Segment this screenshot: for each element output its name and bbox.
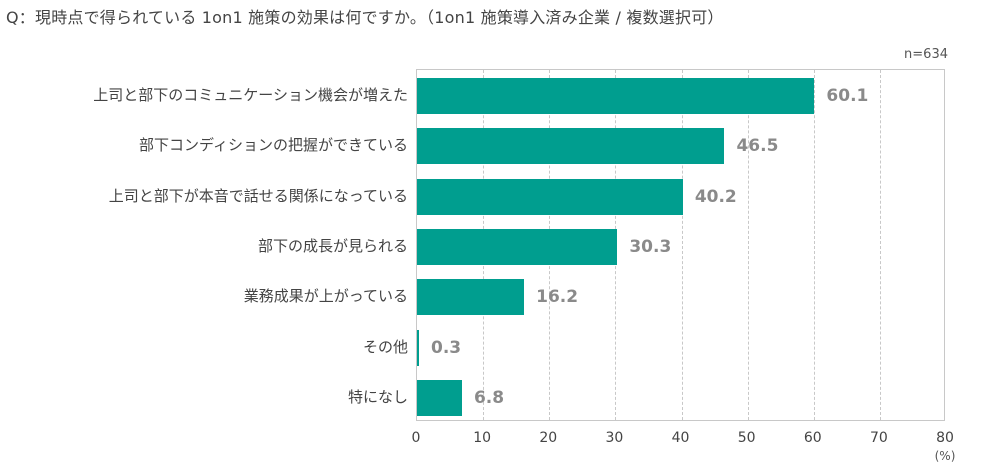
x-tick-label: 10 bbox=[473, 430, 492, 446]
bar bbox=[417, 279, 525, 315]
category-label: その他 bbox=[362, 338, 408, 356]
category-label: 業務成果が上がっている bbox=[243, 287, 408, 305]
bar-value-label: 30.3 bbox=[629, 237, 672, 257]
bar bbox=[417, 380, 462, 416]
bar bbox=[417, 128, 725, 164]
x-tick-label: 60 bbox=[803, 430, 822, 446]
bar-value-label: 40.2 bbox=[694, 187, 737, 207]
plot-area: 60.1 46.5 40.2 30.3 16.2 0.3 6.8 bbox=[416, 69, 945, 421]
category-label: 特になし bbox=[347, 388, 408, 406]
unit-label: (%) bbox=[934, 449, 956, 463]
x-tick-label: 20 bbox=[539, 430, 558, 446]
bar bbox=[417, 330, 419, 366]
x-tick-label: 80 bbox=[936, 430, 954, 446]
bar-value-label: 0.3 bbox=[431, 338, 462, 358]
category-label: 部下コンディションの把握ができている bbox=[139, 136, 408, 154]
gridline bbox=[813, 70, 815, 420]
bar-value-label: 16.2 bbox=[536, 287, 579, 307]
bar-value-label: 46.5 bbox=[736, 136, 779, 156]
bar-value-label: 6.8 bbox=[473, 388, 505, 408]
category-label: 上司と部下のコミュニケーション機会が増えた bbox=[93, 86, 408, 104]
chart-title: Q：現時点で得られている 1on1 施策の効果は何ですか。（1on1 施策導入済… bbox=[6, 8, 724, 27]
bar-value-label: 60.1 bbox=[826, 86, 869, 106]
x-tick-label: 0 bbox=[411, 430, 421, 446]
x-tick-label: 70 bbox=[869, 430, 888, 446]
gridline bbox=[879, 70, 881, 420]
category-label: 上司と部下が本音で話せる関係になっている bbox=[108, 187, 408, 205]
bar bbox=[417, 179, 683, 215]
category-label: 部下の成長が見られる bbox=[257, 237, 408, 255]
x-tick-label: 30 bbox=[605, 430, 624, 446]
bar bbox=[417, 78, 815, 114]
gridline bbox=[747, 70, 749, 420]
x-tick-label: 50 bbox=[737, 430, 756, 446]
sample-size-label: n=634 bbox=[904, 47, 948, 62]
bar bbox=[417, 229, 618, 265]
gridline bbox=[681, 70, 683, 420]
x-tick-label: 40 bbox=[671, 430, 690, 446]
